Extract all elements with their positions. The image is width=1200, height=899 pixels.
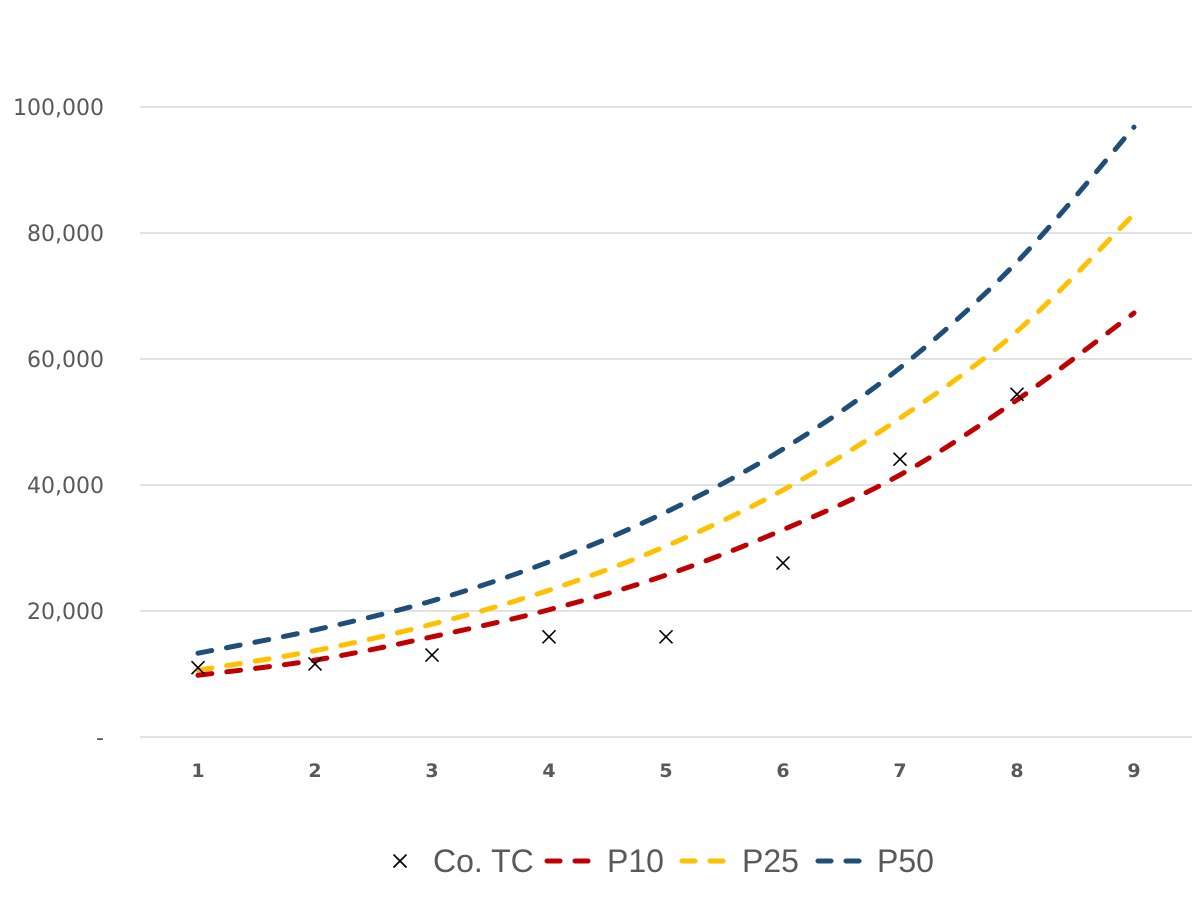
x-tick-label: 4: [542, 760, 555, 782]
series-line-p50: [195, 124, 1137, 656]
data-point-co-tc: [190, 660, 206, 675]
data-point-co-tc: [307, 656, 323, 671]
x-tick-label: 1: [191, 760, 204, 782]
x-tick-label: 3: [425, 760, 438, 782]
data-point-co-tc: [775, 556, 791, 571]
legend-item-co-tc[interactable]: Co. TC: [392, 843, 534, 879]
x-tick-label: 8: [1010, 760, 1023, 782]
legend-item-p10[interactable]: P10: [544, 843, 664, 879]
y-tick-label: 100,000: [13, 96, 104, 121]
gridlines: [140, 106, 1192, 738]
legend-item-p25[interactable]: P25: [679, 843, 799, 879]
legend: Co. TC P10 P25 P50: [392, 843, 934, 879]
y-tick-label: 40,000: [27, 474, 104, 499]
data-point-co-tc: [1009, 387, 1025, 402]
data-point-co-tc: [658, 629, 674, 644]
data-point-co-tc: [424, 648, 440, 663]
series-line-p10: [195, 310, 1137, 678]
x-tick-label: 7: [893, 760, 906, 782]
legend-label-p50: P50: [877, 843, 934, 879]
y-tick-label: 60,000: [27, 348, 104, 373]
y-axis-tick-labels: - 20,000 40,000 60,000 80,000 100,000: [13, 96, 104, 751]
x-tick-label: 5: [659, 760, 672, 782]
y-tick-label: 20,000: [27, 600, 104, 625]
series-line-p25: [195, 211, 1137, 673]
x-axis-tick-labels: 1 2 3 4 5 6 7 8 9: [191, 760, 1140, 782]
x-tick-label: 6: [776, 760, 789, 782]
legend-label-co-tc: Co. TC: [433, 843, 534, 879]
legend-label-p25: P25: [742, 843, 799, 879]
data-point-co-tc: [892, 452, 908, 467]
x-tick-label: 2: [308, 760, 321, 782]
plot-area: [190, 124, 1137, 678]
legend-item-p50[interactable]: P50: [815, 843, 934, 879]
data-point-co-tc: [541, 629, 557, 644]
legend-label-p10: P10: [607, 843, 664, 879]
x-marker-icon: [392, 853, 408, 869]
x-tick-label: 9: [1127, 760, 1140, 782]
y-tick-label: -: [96, 726, 104, 751]
y-tick-label: 80,000: [27, 222, 104, 247]
